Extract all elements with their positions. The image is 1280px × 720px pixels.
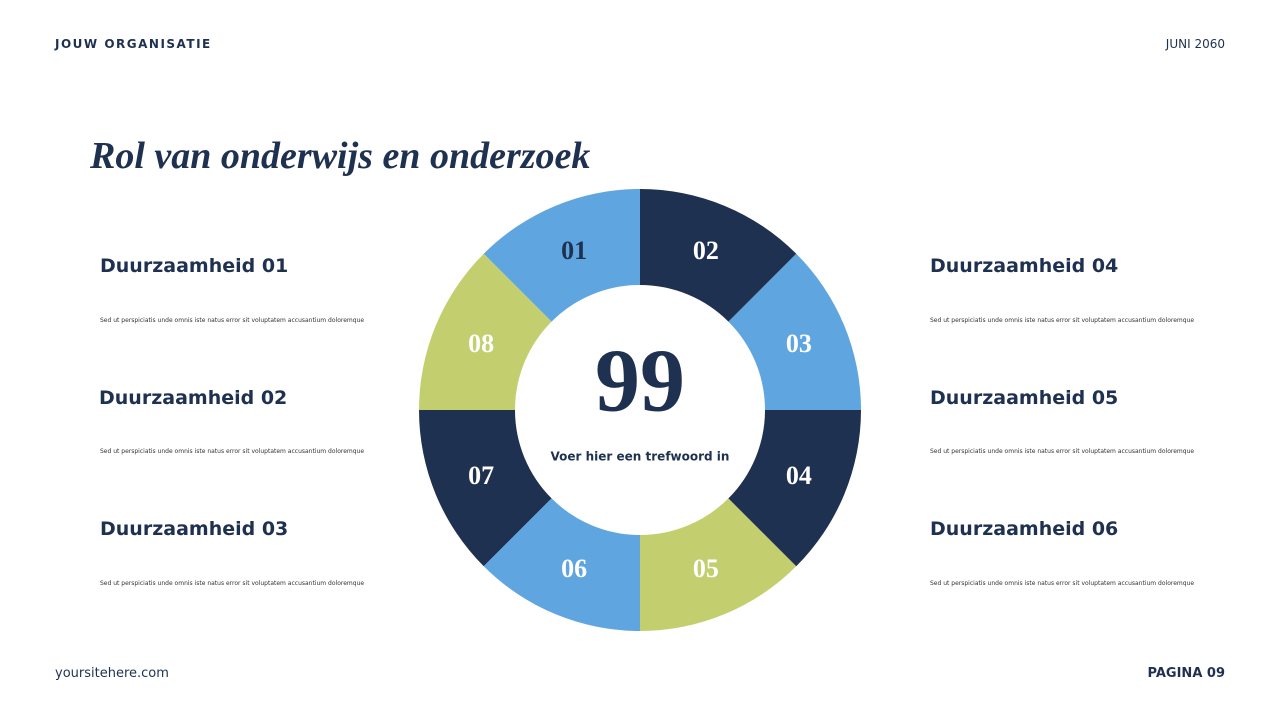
date: JUNI 2060 (1165, 37, 1225, 51)
ring-segment (728, 253, 861, 410)
item-title: Duurzaamheid 02 (99, 387, 288, 409)
segment-label: 04 (786, 461, 812, 490)
item-title: Duurzaamheid 06 (930, 518, 1119, 540)
ring-segment (640, 498, 797, 631)
item-title: Duurzaamheid 04 (930, 255, 1119, 277)
ring-segment (728, 410, 861, 567)
item-text: Sed ut perspiciatis unde omnis iste natu… (930, 317, 1195, 324)
segment-label: 07 (468, 461, 494, 490)
title: Rol van onderwijs en onderzoek (90, 135, 591, 177)
page-number: PAGINA 09 (1147, 666, 1225, 681)
item-text: Sed ut perspiciatis unde omnis iste natu… (100, 317, 365, 324)
item-title: Duurzaamheid 01 (100, 255, 289, 277)
segment-label: 06 (561, 554, 587, 583)
ring-segment (419, 410, 552, 567)
ring-segment (483, 498, 640, 631)
ring-segment (640, 189, 797, 322)
segment-label: 02 (693, 236, 719, 265)
organization: JOUW ORGANISATIE (55, 37, 212, 51)
center-value: 99 (595, 332, 685, 431)
item-text: Sed ut perspiciatis unde omnis iste natu… (100, 580, 365, 587)
segment-label: 08 (468, 329, 494, 358)
segment-label: 05 (693, 554, 719, 583)
center-text: Voer hier een trefwoord in (551, 450, 730, 464)
ring-segment (419, 253, 552, 410)
segment-label: 01 (561, 236, 587, 265)
item-text: Sed ut perspiciatis unde omnis iste natu… (930, 448, 1195, 455)
segment-label: 03 (786, 329, 812, 358)
ring-segment (483, 189, 640, 322)
item-title: Duurzaamheid 05 (930, 387, 1119, 409)
item-title: Duurzaamheid 03 (100, 518, 289, 540)
item-text: Sed ut perspiciatis unde omnis iste natu… (100, 448, 365, 455)
item-text: Sed ut perspiciatis unde omnis iste natu… (930, 580, 1195, 587)
site: yoursitehere.com (55, 666, 169, 681)
